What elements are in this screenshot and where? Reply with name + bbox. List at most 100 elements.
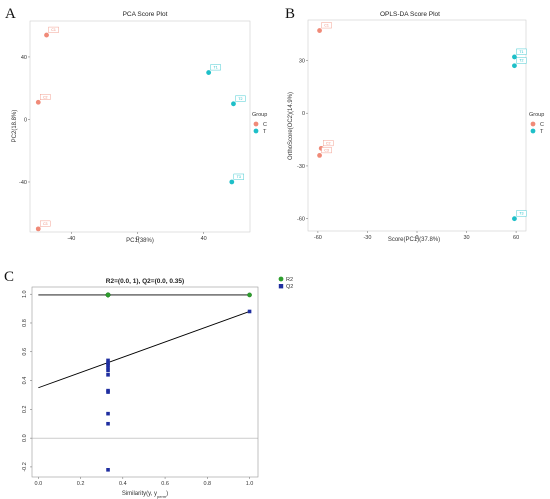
perm-xtick-label: 0.4 [119, 481, 127, 487]
oplsda-point-label-box [516, 48, 527, 55]
pca-ytick-label: 0 [24, 117, 27, 123]
oplsda-ylabel: OrthoScore(OC2)(14.9%) [288, 92, 294, 160]
pca-title: PCA Score Plot [123, 11, 168, 18]
pca-point-c1 [44, 32, 49, 38]
oplsda-legend-title: Group [529, 112, 544, 118]
oplsda-ytick-label: 30 [299, 58, 305, 64]
oplsda-ytick-label: -60 [297, 217, 305, 223]
oplsda-xtick-label: -30 [363, 235, 371, 241]
perm-point-r2 [105, 292, 111, 298]
pca-plot-area [29, 20, 251, 233]
permutation-xlabel: Similarity(y, yperm) [122, 491, 168, 499]
pca-point-label: T2 [238, 97, 242, 101]
perm-ytick-label: 0.2 [22, 406, 28, 414]
perm-ytick-label: 0.6 [22, 348, 28, 356]
pca-point-label: T3 [237, 175, 241, 179]
oplsda-point-label: C2 [326, 141, 331, 145]
oplsda-point-label: T2 [519, 59, 523, 63]
pca-point-t1 [206, 70, 212, 75]
oplsda-xtick-label: 0 [415, 235, 418, 241]
perm-point-q2 [106, 390, 110, 394]
perm-point-q2 [106, 358, 110, 363]
permutation-xlabel-main: Similarity(y, y [122, 491, 157, 497]
oplsda-plot-area [307, 19, 527, 232]
pca-ylabel: PC2(18.8%) [12, 110, 18, 143]
pca-xtick-label: 0 [136, 236, 139, 242]
oplsda-point-label-box [321, 147, 332, 154]
pca-legend-label-t: T [263, 129, 267, 135]
pca-legend-marker-t [253, 128, 259, 134]
panel-letter-c: C [4, 269, 14, 285]
pca-point-label-box [40, 94, 51, 100]
permutation-xlabel-tail: ) [166, 491, 168, 497]
perm-xtick-label: 0.2 [77, 481, 85, 487]
panel-letter-a: A [5, 6, 16, 22]
pca-point-c3 [35, 226, 41, 232]
pca-point-label-box [233, 173, 245, 180]
perm-point-q2 [106, 468, 110, 472]
pca-point-label-box [235, 95, 246, 102]
pca-point-label: C2 [43, 95, 48, 99]
oplsda-legend-marker-c [530, 121, 536, 127]
oplsda-legend: Group C T [529, 112, 544, 135]
pca-point-c2 [35, 99, 41, 105]
pca-xtick-label: -40 [67, 236, 75, 242]
pca-point-label-box [48, 26, 59, 33]
pca-legend-label-c: C [263, 122, 267, 128]
oplsda-point-c1 [317, 28, 322, 33]
pca-legend-marker-c [253, 121, 259, 127]
perm-xtick-label: 0.6 [161, 481, 169, 487]
oplsda-point-label: C1 [324, 24, 329, 28]
perm-legend-marker-r2 [278, 276, 284, 282]
pca-ytick-label: 40 [21, 55, 27, 61]
pca-xlabel: PC1(38%) [126, 238, 154, 244]
perm-point-q2 [247, 309, 252, 314]
perm-regression-line-q2 [38, 311, 250, 389]
permutation-title: R2=(0.0, 1), Q2=(0.0, 0.35) [106, 278, 184, 285]
oplsda-xtick-label: -60 [314, 235, 322, 241]
pca-legend-title: Group [252, 112, 267, 118]
permutation-legend: R2 Q2 [278, 276, 293, 290]
oplsda-legend-marker-t [530, 128, 536, 134]
oplsda-point-label: T1 [519, 50, 523, 54]
permutation-xlabel-sub: perm [157, 494, 167, 499]
oplsda-title: OPLS-DA Score Plot [380, 11, 440, 18]
pca-ytick-label: -40 [19, 180, 27, 186]
pca-point-t3 [229, 179, 235, 185]
panel-b-oplsda: OPLS-DA Score Plot -60 -30 0 30 60-60-30030 … [288, 11, 544, 243]
oplsda-point-label-box [516, 210, 527, 217]
oplsda-point-t2 [512, 63, 517, 69]
perm-point-q2 [106, 421, 110, 426]
perm-xtick-label: 1.0 [246, 481, 254, 487]
oplsda-point-label-box [323, 140, 334, 147]
pca-xtick-label: 40 [201, 236, 207, 242]
oplsda-xlabel: Score(PC1)(37.8%) [388, 237, 440, 243]
oplsda-xtick-label: 30 [463, 235, 469, 241]
oplsda-point-c3 [317, 152, 322, 158]
pca-point-t2 [231, 101, 236, 107]
permutation-plot-area [31, 286, 259, 478]
oplsda-ytick-label: -30 [297, 164, 305, 170]
oplsda-ytick-label: 0 [302, 111, 305, 117]
perm-ytick-label: 1.0 [22, 290, 28, 298]
pca-point-label-box [40, 220, 51, 227]
perm-ytick-label: -0.2 [22, 462, 28, 471]
oplsda-legend-label-c: C [540, 122, 544, 128]
pca-point-label-box [210, 64, 221, 71]
oplsda-xtick-label: 60 [513, 235, 519, 241]
pca-point-label: T1 [214, 66, 218, 70]
oplsda-point-t1 [512, 54, 517, 60]
oplsda-point-label-box [516, 57, 527, 64]
panel-c-permutation: R2=(0.0, 1), Q2=(0.0, 0.35) 0.0 0.2 0.4 0.6… [22, 276, 293, 499]
perm-legend-marker-q2 [278, 284, 284, 289]
perm-point-r2 [247, 292, 252, 298]
oplsda-legend-label-t: T [540, 129, 544, 135]
oplsda-point-t3 [512, 216, 517, 222]
perm-ytick-label: 0.0 [22, 434, 28, 442]
perm-xtick-label: 0.8 [203, 481, 211, 487]
pca-point-label: C1 [51, 28, 56, 32]
perm-legend-label-r2: R2 [286, 277, 293, 283]
perm-point-q2 [106, 368, 110, 373]
pca-point-label: C3 [43, 222, 48, 226]
